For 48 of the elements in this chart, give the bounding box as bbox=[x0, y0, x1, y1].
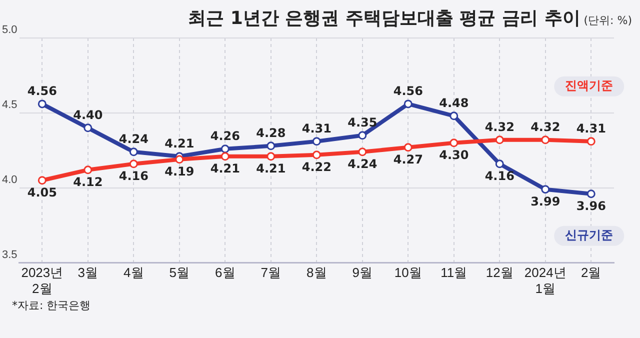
data-label: 4.32 bbox=[484, 120, 514, 134]
x-tick-label: 10월 bbox=[394, 265, 422, 280]
x-tick-label: 3월 bbox=[78, 265, 98, 280]
data-label: 4.31 bbox=[302, 122, 332, 136]
data-label: 4.35 bbox=[348, 116, 378, 130]
data-label: 4.22 bbox=[302, 160, 332, 174]
data-label: 4.27 bbox=[393, 152, 423, 167]
text: *자료: 한국은행 bbox=[12, 298, 91, 313]
chart-title: 최근 1년간 은행권 주택담보대출 평균 금리 추이 bbox=[188, 8, 580, 29]
x-tick-label: 2월 bbox=[581, 265, 602, 280]
data-label: 4.21 bbox=[164, 136, 194, 151]
x-tick-label: 5월 bbox=[169, 265, 190, 280]
x-tick-label: 12월 bbox=[486, 265, 514, 280]
data-label: 4.16 bbox=[484, 169, 514, 184]
data-label: 4.31 bbox=[576, 122, 606, 136]
x-tick-label: 11월 bbox=[440, 265, 468, 280]
data-label: 4.48 bbox=[439, 96, 469, 110]
data-label: 4.40 bbox=[73, 108, 103, 122]
x-tick-label: 2023년 2월 bbox=[21, 265, 64, 296]
x-tick-label: 7월 bbox=[260, 265, 282, 280]
data-label: 4.24 bbox=[118, 132, 148, 146]
y-tick-label: 3.5 bbox=[2, 248, 18, 261]
y-tick-label: 5.0 bbox=[2, 24, 18, 36]
y-tick-label: 4.0 bbox=[2, 174, 18, 186]
x-tick-label: 6월 bbox=[215, 265, 236, 280]
data-label: 4.32 bbox=[530, 120, 560, 134]
x-tick-label: 9월 bbox=[352, 265, 373, 280]
data-label: 4.16 bbox=[118, 169, 148, 184]
text: 진액기준 bbox=[565, 78, 614, 93]
data-label: 3.99 bbox=[530, 194, 560, 208]
data-label: 4.19 bbox=[164, 164, 194, 179]
data-label: 4.28 bbox=[256, 126, 286, 140]
x-tick-label: 8월 bbox=[306, 265, 327, 280]
data-label: 4.12 bbox=[73, 175, 103, 190]
chart-subtitle: (단위: %) bbox=[582, 14, 632, 27]
data-label: 4.30 bbox=[439, 148, 469, 162]
data-label: 4.21 bbox=[256, 162, 286, 176]
data-label: 4.05 bbox=[27, 186, 57, 200]
data-label: 4.56 bbox=[393, 84, 423, 98]
data-label: 4.24 bbox=[348, 157, 378, 172]
x-tick-label: 4월 bbox=[124, 265, 144, 280]
x-tick-label: 2024년 1월 bbox=[524, 265, 566, 296]
text: 신규기준 bbox=[565, 228, 614, 242]
y-tick-label: 4.5 bbox=[2, 98, 18, 111]
data-label: 4.56 bbox=[27, 84, 57, 98]
data-label: 4.21 bbox=[210, 162, 240, 176]
data-label: 4.26 bbox=[210, 129, 240, 144]
data-label: 3.96 bbox=[576, 198, 606, 213]
